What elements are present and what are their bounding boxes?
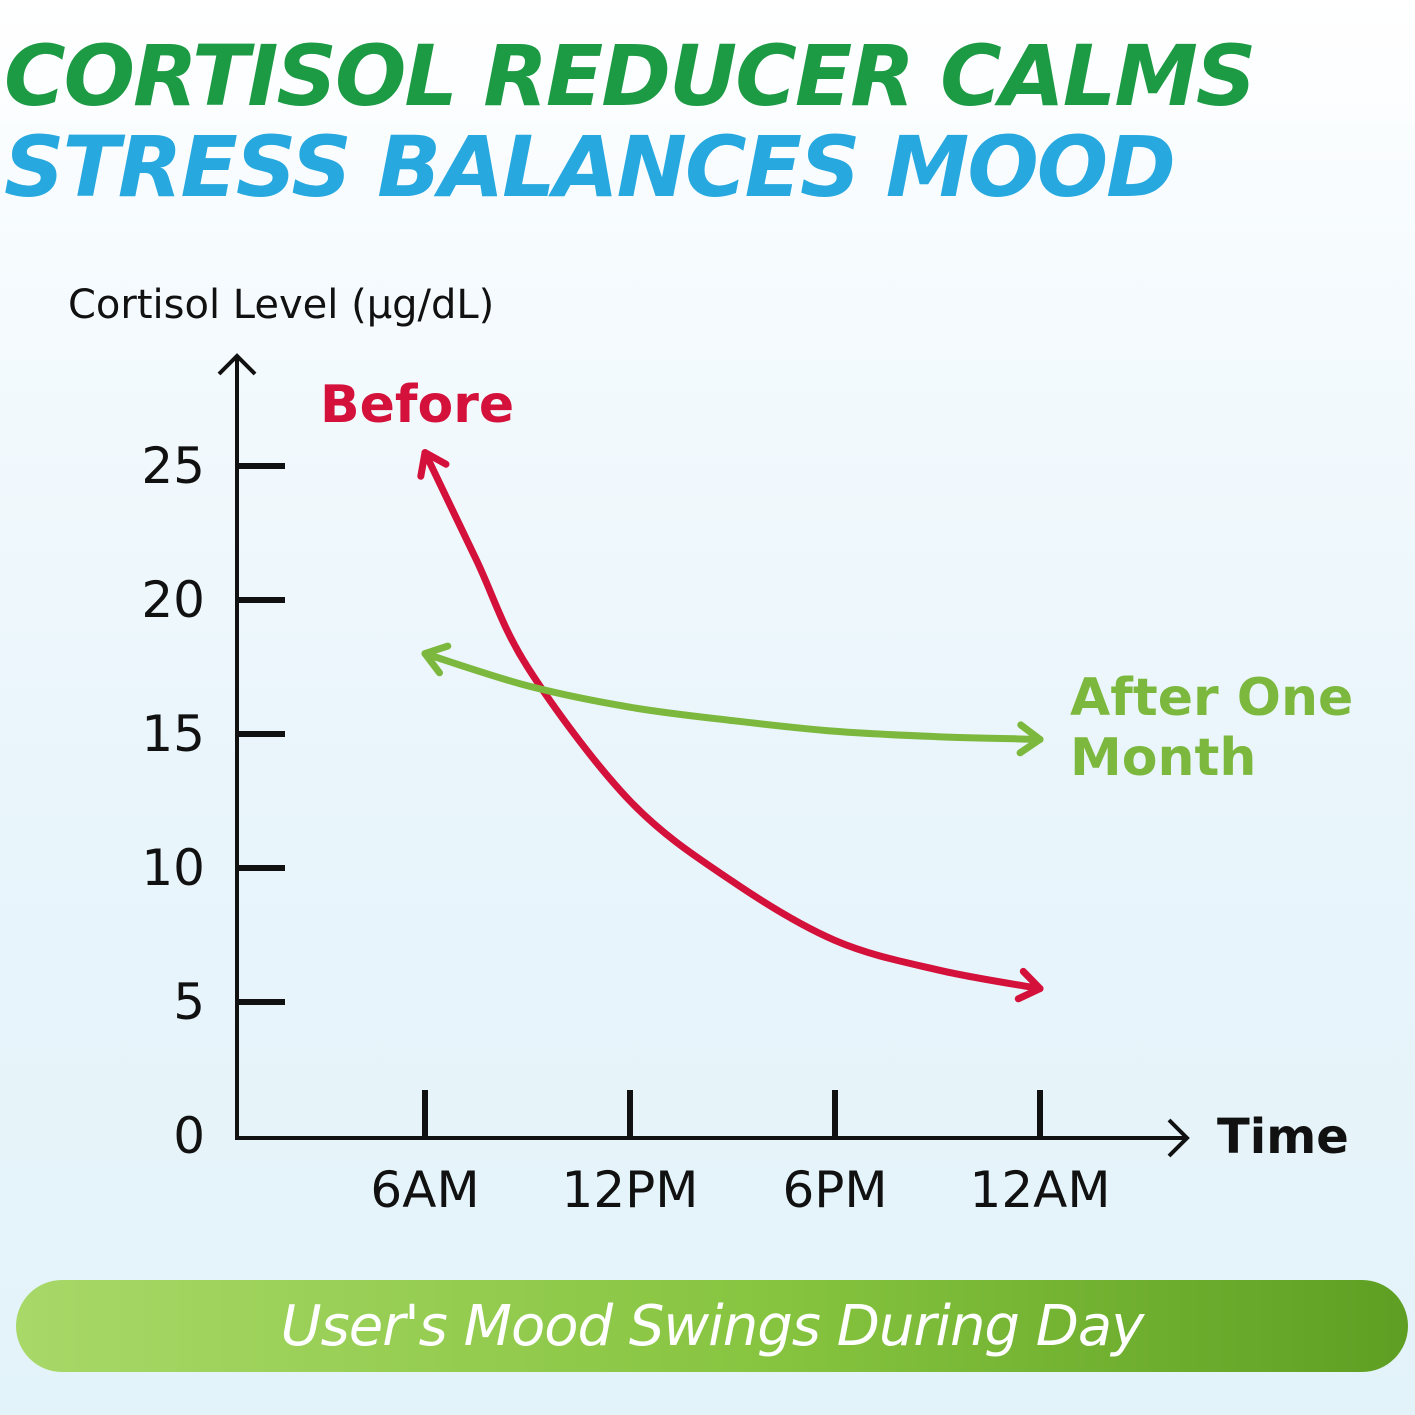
after-series-line	[421, 650, 1044, 743]
series-label-after: After One	[1070, 668, 1353, 728]
y-tick-label: 20	[141, 571, 205, 629]
y-axis-arrowhead	[217, 353, 257, 376]
y-axis-label: Cortisol Level (μg/dL)	[68, 282, 494, 328]
series-arrowhead	[421, 642, 452, 677]
series-arrowhead	[1016, 721, 1044, 757]
mood-banner: User's Mood Swings During Day	[16, 1280, 1408, 1372]
x-tick-label: 6PM	[782, 1161, 887, 1219]
banner-text: User's Mood Swings During Day	[280, 1293, 1145, 1359]
cortisol-chart: Cortisol Level (μg/dL) Time 0 5 10 15 20 25 6…	[68, 282, 1353, 1219]
y-tick-label: 25	[141, 437, 205, 495]
y-tick-label: 15	[141, 705, 205, 763]
x-axis-arrowhead	[1167, 1118, 1190, 1158]
series-arrowhead	[1014, 967, 1044, 1003]
y-tick-label: 10	[141, 839, 205, 897]
series-label-before: Before	[320, 375, 514, 435]
before-series-line	[421, 449, 1044, 993]
y-tick-label: 5	[173, 973, 205, 1031]
y-tick-label: 0	[173, 1107, 205, 1165]
series-label-after: Month	[1070, 728, 1256, 788]
x-tick-label: 12PM	[562, 1161, 699, 1219]
x-tick-label: 6AM	[370, 1161, 479, 1219]
headline-line-1: CORTISOL REDUCER CALMS	[4, 27, 1256, 125]
headline-line-2: STRESS BALANCES MOOD	[4, 118, 1176, 216]
x-tick-label: 12AM	[970, 1161, 1111, 1219]
series-arrowhead	[417, 449, 450, 480]
x-axis-label: Time	[1217, 1109, 1349, 1165]
